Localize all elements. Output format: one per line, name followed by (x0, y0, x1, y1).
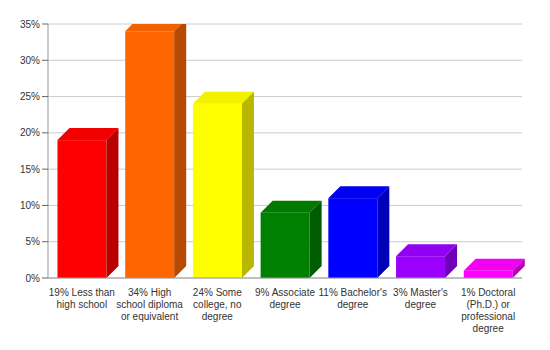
svg-text:35%: 35% (20, 19, 40, 30)
svg-text:5%: 5% (26, 236, 41, 247)
svg-text:11% Bachelor'sdegree: 11% Bachelor'sdegree (318, 287, 386, 310)
svg-text:0%: 0% (26, 273, 41, 284)
svg-text:25%: 25% (20, 91, 40, 102)
svg-text:19% Less thanhigh school: 19% Less thanhigh school (49, 287, 115, 310)
svg-text:3% Master'sdegree: 3% Master'sdegree (393, 287, 448, 310)
svg-text:34% Highschool diplomaor equiv: 34% Highschool diplomaor equivalent (116, 287, 183, 322)
svg-text:1% Doctoral(Ph.D.) orprofessio: 1% Doctoral(Ph.D.) orprofessionaldegree (461, 287, 515, 334)
svg-text:30%: 30% (20, 55, 40, 66)
svg-text:9% Associatedegree: 9% Associatedegree (255, 287, 315, 310)
svg-text:20%: 20% (20, 127, 40, 138)
svg-text:24% Somecollege, nodegree: 24% Somecollege, nodegree (193, 287, 242, 322)
svg-text:10%: 10% (20, 200, 40, 211)
svg-text:15%: 15% (20, 164, 40, 175)
